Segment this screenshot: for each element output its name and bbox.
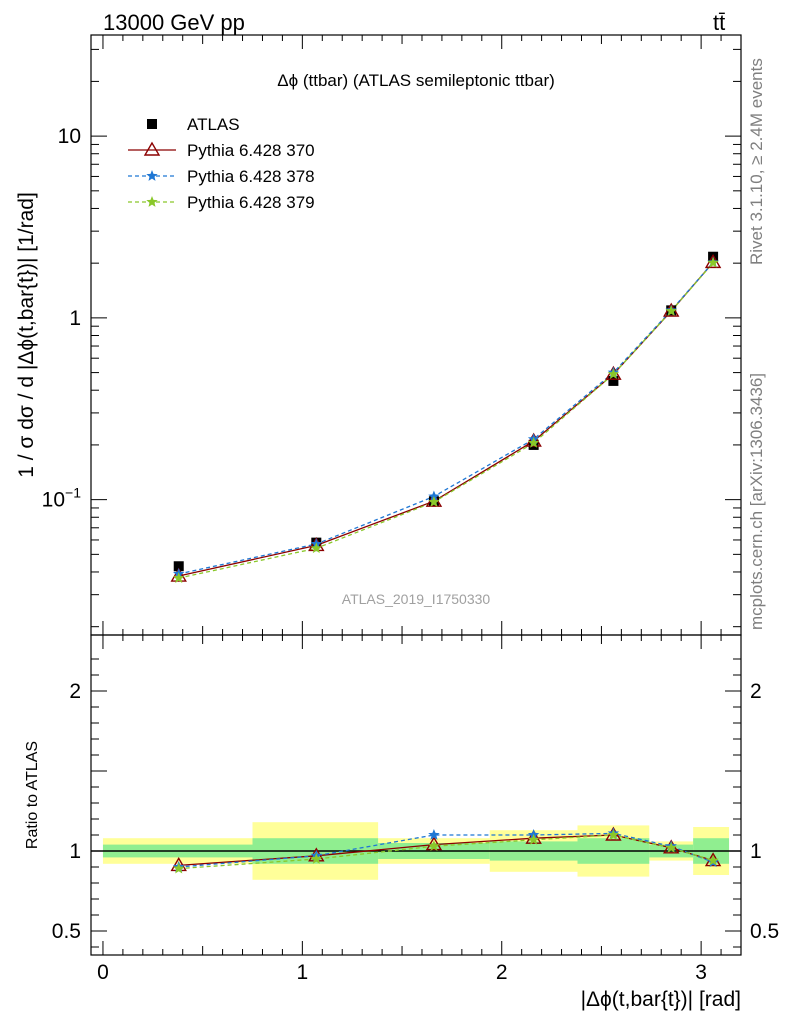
ratio-point-pythia-6-428-379 bbox=[173, 862, 185, 874]
legend-label-pythia-6-428-378: Pythia 6.428 378 bbox=[187, 167, 315, 186]
legend-marker-pythia-6-428-378 bbox=[146, 170, 158, 181]
x-axis-label: |Δϕ(t,bar{t})| [rad] bbox=[581, 988, 741, 1011]
legend: ATLAS Pythia 6.428 370 Pythia 6.428 378 Pyt… bbox=[128, 115, 315, 212]
main-y-tick-label: 10 bbox=[58, 125, 81, 148]
main-y-tick-label: 1 bbox=[69, 307, 81, 330]
chart-title: Δϕ (ttbar) (ATLAS semileptonic ttbar) bbox=[277, 71, 555, 90]
main-point-pythia-6-428-379 bbox=[665, 305, 677, 316]
ratio-y-axis-label: Ratio to ATLAS bbox=[24, 741, 41, 849]
legend-marker-atlas bbox=[147, 119, 157, 129]
x-tick-label: 0 bbox=[97, 961, 109, 984]
main-line-pythia-6-428-378 bbox=[178, 261, 714, 575]
x-tick-label: 1 bbox=[297, 961, 309, 984]
ratio-point-pythia-6-428-370 bbox=[525, 829, 542, 844]
main-line-pythia-6-428-370 bbox=[178, 261, 714, 577]
main-plot-area bbox=[170, 251, 722, 583]
main-point-atlas bbox=[173, 561, 184, 572]
ratio-y-tick-label: 2 bbox=[69, 680, 81, 703]
ratio-y-tick-label: 1 bbox=[69, 840, 81, 863]
ratio-plot-area bbox=[91, 822, 741, 880]
ratio-y-tick-label: 0.5 bbox=[52, 920, 81, 943]
main-point-atlas bbox=[608, 375, 619, 386]
ratio-point-pythia-6-428-379 bbox=[707, 854, 719, 866]
legend-marker-pythia-6-428-379 bbox=[146, 196, 158, 207]
legend-label-pythia-6-428-379: Pythia 6.428 379 bbox=[187, 193, 315, 212]
x-tick-label: 3 bbox=[695, 961, 707, 984]
ratio-point-pythia-6-428-379 bbox=[607, 829, 620, 840]
source-label: mcplots.cern.ch [arXiv:1306.3436] bbox=[747, 373, 766, 630]
main-point-pythia-6-428-379 bbox=[310, 542, 322, 554]
main-y-axis-label: 1 / σ dσ / d |Δϕ(t,bar{t})| [1/rad] bbox=[15, 192, 38, 478]
ratio-point-pythia-6-428-379 bbox=[428, 840, 440, 852]
ratio-y-tick-label-right: 0.5 bbox=[750, 920, 779, 943]
main-panel: 10−1 1 10 Δϕ (ttbar) (ATLAS semileptonic t… bbox=[15, 34, 742, 636]
main-point-pythia-6-428-379 bbox=[428, 496, 440, 507]
main-line-pythia-6-428-379 bbox=[178, 262, 714, 579]
main-y-axis: 10−1 1 10 bbox=[42, 35, 741, 635]
legend-label-pythia-6-428-370: Pythia 6.428 370 bbox=[187, 141, 315, 160]
ratio-point-pythia-6-428-379 bbox=[310, 853, 322, 864]
process-label: tt̄ bbox=[713, 10, 725, 35]
ratio-frame bbox=[90, 634, 742, 956]
rivet-version-label: Rivet 3.1.10, ≥ 2.4M events bbox=[747, 58, 766, 265]
main-point-pythia-6-428-370 bbox=[525, 432, 542, 447]
ratio-y-tick-label-right: 2 bbox=[750, 680, 762, 703]
main-point-pythia-6-428-379 bbox=[527, 437, 540, 448]
main-y-tick-label: 10−1 bbox=[42, 485, 82, 512]
ratio-y-tick-label-right: 1 bbox=[750, 840, 762, 863]
ratio-point-pythia-6-428-378 bbox=[428, 829, 440, 840]
main-point-pythia-6-428-379 bbox=[173, 572, 185, 583]
x-tick-label: 2 bbox=[496, 961, 508, 984]
ratio-point-pythia-6-428-370 bbox=[425, 836, 443, 851]
main-point-pythia-6-428-379 bbox=[707, 256, 719, 268]
ratio-point-pythia-6-428-379 bbox=[527, 833, 540, 845]
ratio-axes: 0.5 0.5 1 1 2 2 0 1 2 3 bbox=[52, 635, 779, 984]
energy-label: 13000 GeV pp bbox=[103, 10, 245, 35]
analysis-watermark: ATLAS_2019_I1750330 bbox=[342, 591, 491, 607]
ratio-point-pythia-6-428-379 bbox=[665, 841, 677, 853]
main-point-pythia-6-428-379 bbox=[607, 368, 620, 379]
legend-marker-pythia-6-428-370 bbox=[143, 141, 161, 156]
main-point-pythia-6-428-370 bbox=[170, 567, 187, 582]
main-point-pythia-6-428-378 bbox=[428, 490, 440, 502]
ratio-panel: 0.5 0.5 1 1 2 2 0 1 2 3 Ratio to ATLAS |Δϕ(t,bar{… bbox=[24, 634, 779, 1011]
legend-label-atlas: ATLAS bbox=[187, 115, 240, 134]
